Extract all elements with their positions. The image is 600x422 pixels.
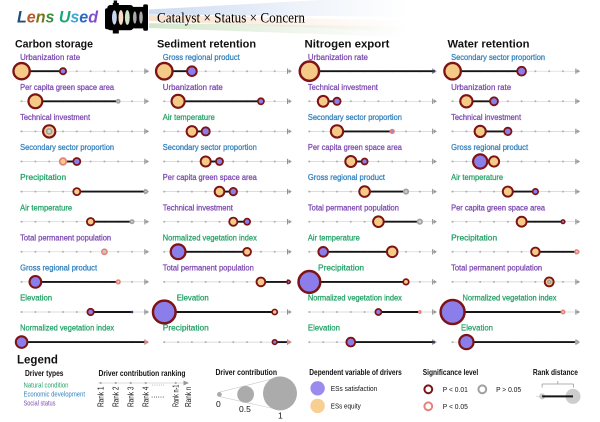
svg-text:Urbanization rate: Urbanization rate — [451, 82, 511, 92]
svg-text:Precipitation: Precipitation — [318, 263, 364, 273]
svg-text:Technical investment: Technical investment — [163, 202, 234, 212]
svg-text:Gross regional product: Gross regional product — [308, 172, 386, 182]
svg-text:Rank 3: Rank 3 — [127, 387, 136, 408]
svg-text:Secondary sector proportion: Secondary sector proportion — [308, 112, 402, 122]
svg-text:Gross regional product: Gross regional product — [163, 52, 241, 62]
svg-text:Technical investment: Technical investment — [308, 82, 379, 92]
svg-text:Natural condition: Natural condition — [24, 381, 69, 390]
svg-text:Air temperature: Air temperature — [451, 172, 503, 182]
svg-text:Gross regional product: Gross regional product — [20, 263, 98, 273]
svg-text:Per capita green space area: Per capita green space area — [451, 202, 545, 212]
svg-text:Normalized vegetation index: Normalized vegetation index — [163, 232, 258, 242]
svg-text:Urbanization rate: Urbanization rate — [308, 52, 368, 62]
svg-text:Elevation: Elevation — [308, 323, 340, 333]
svg-text:Total permanent population: Total permanent population — [20, 232, 111, 242]
svg-text:Secondary sector proportion: Secondary sector proportion — [20, 142, 114, 152]
svg-text:Normalized vegetation index: Normalized vegetation index — [20, 323, 115, 333]
svg-text:Elevation: Elevation — [177, 293, 209, 303]
svg-text:Rank n-1: Rank n-1 — [172, 385, 181, 408]
svg-text:0: 0 — [216, 399, 221, 409]
svg-text:Dependent variable of drivers: Dependent variable of drivers — [309, 368, 402, 377]
svg-text:P < 0.05: P < 0.05 — [443, 402, 468, 411]
svg-text:Urbanization rate: Urbanization rate — [20, 52, 80, 62]
svg-text:ESs equity: ESs equity — [331, 402, 361, 411]
svg-text:Air temperature: Air temperature — [308, 232, 360, 242]
svg-text:Gross regional product: Gross regional product — [451, 142, 529, 152]
svg-text:Precipitation: Precipitation — [20, 172, 66, 182]
svg-text:Normalized vegetation index: Normalized vegetation index — [308, 293, 403, 303]
svg-text:Per capita green space area: Per capita green space area — [20, 82, 114, 92]
svg-text:Precipitation: Precipitation — [163, 323, 209, 333]
svg-text:......: ...... — [152, 379, 165, 388]
svg-text:Social status: Social status — [24, 399, 56, 408]
svg-text:Legend: Legend — [17, 355, 58, 367]
svg-text:Catalyst × Status × Concern: Catalyst × Status × Concern — [157, 11, 305, 27]
svg-text:Precipitation: Precipitation — [451, 232, 497, 242]
svg-text:Total permanent population: Total permanent population — [451, 263, 542, 273]
svg-text:......: ...... — [151, 391, 164, 400]
svg-text:Total permanent population: Total permanent population — [308, 202, 399, 212]
svg-text:Lens Used: Lens Used — [17, 7, 99, 26]
svg-text:Technical investment: Technical investment — [451, 112, 522, 122]
svg-text:Water retention: Water retention — [448, 39, 530, 51]
svg-text:1: 1 — [278, 411, 283, 421]
svg-text:ESs satisfaction: ESs satisfaction — [331, 384, 378, 393]
svg-text:Economic development: Economic development — [24, 390, 86, 399]
svg-text:Sediment retention: Sediment retention — [157, 39, 256, 51]
svg-text:Technical investment: Technical investment — [20, 112, 91, 122]
svg-text:Elevation: Elevation — [461, 323, 493, 333]
svg-text:Air temperature: Air temperature — [20, 202, 72, 212]
svg-text:Rank 4: Rank 4 — [142, 386, 151, 407]
svg-text:Driver contribution ranking: Driver contribution ranking — [99, 369, 186, 378]
svg-text:Total permanent population: Total permanent population — [163, 263, 254, 273]
svg-text:Rank 2: Rank 2 — [112, 387, 121, 408]
svg-text:Secondary sector proportion: Secondary sector proportion — [163, 142, 257, 152]
svg-text:Secondary sector proportion: Secondary sector proportion — [451, 52, 545, 62]
svg-text:Elevation: Elevation — [20, 293, 52, 303]
svg-text:P < 0.01: P < 0.01 — [443, 385, 468, 394]
svg-text:Driver contribution: Driver contribution — [216, 368, 278, 377]
svg-text:Driver types: Driver types — [25, 369, 64, 378]
svg-text:Per capita green space area: Per capita green space area — [308, 142, 402, 152]
svg-text:Rank 1: Rank 1 — [97, 387, 106, 408]
svg-text:Per capita green space area: Per capita green space area — [163, 172, 257, 182]
svg-text:Nitrogen export: Nitrogen export — [305, 39, 390, 51]
svg-text:Significance level: Significance level — [423, 368, 479, 377]
svg-text:0.5: 0.5 — [239, 404, 251, 414]
svg-text:Rank n: Rank n — [184, 387, 193, 408]
svg-text:Urbanization rate: Urbanization rate — [163, 82, 223, 92]
svg-text:Air temperature: Air temperature — [163, 112, 215, 122]
svg-text:Carbon storage: Carbon storage — [15, 39, 93, 51]
svg-text:P > 0.05: P > 0.05 — [496, 385, 521, 394]
svg-text:Normalized vegetation index: Normalized vegetation index — [463, 293, 558, 303]
svg-text:Rank distance: Rank distance — [533, 368, 578, 377]
